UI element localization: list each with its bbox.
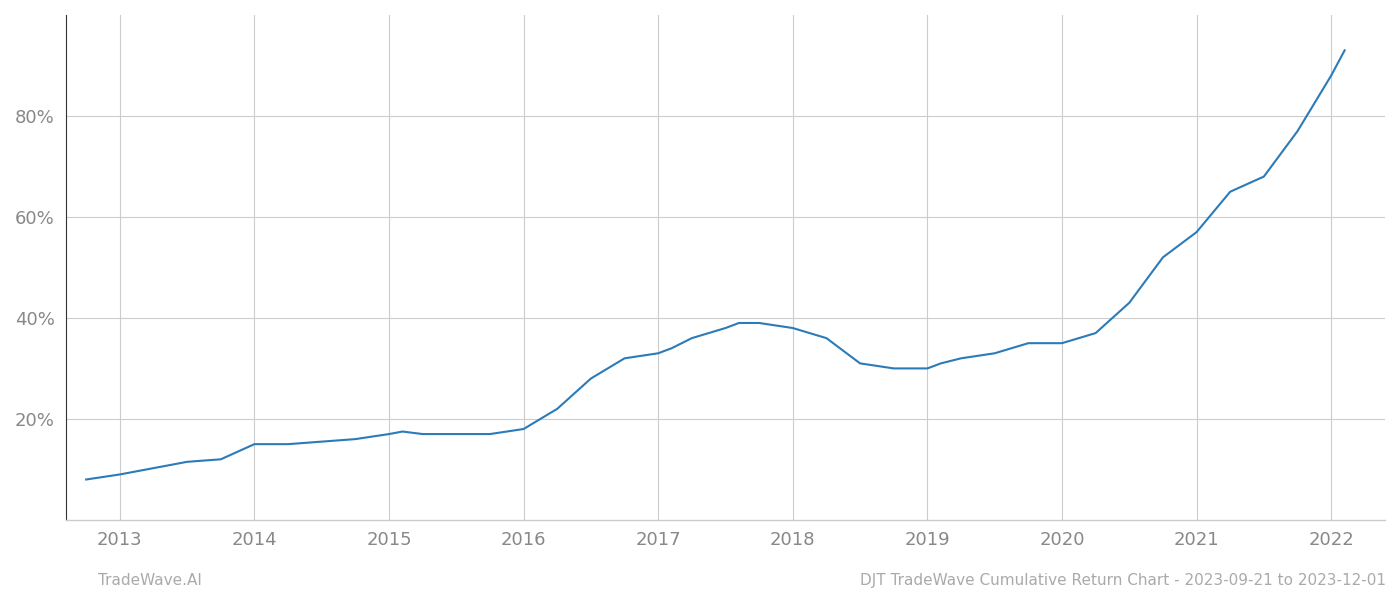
- Text: DJT TradeWave Cumulative Return Chart - 2023-09-21 to 2023-12-01: DJT TradeWave Cumulative Return Chart - …: [860, 573, 1386, 588]
- Text: TradeWave.AI: TradeWave.AI: [98, 573, 202, 588]
